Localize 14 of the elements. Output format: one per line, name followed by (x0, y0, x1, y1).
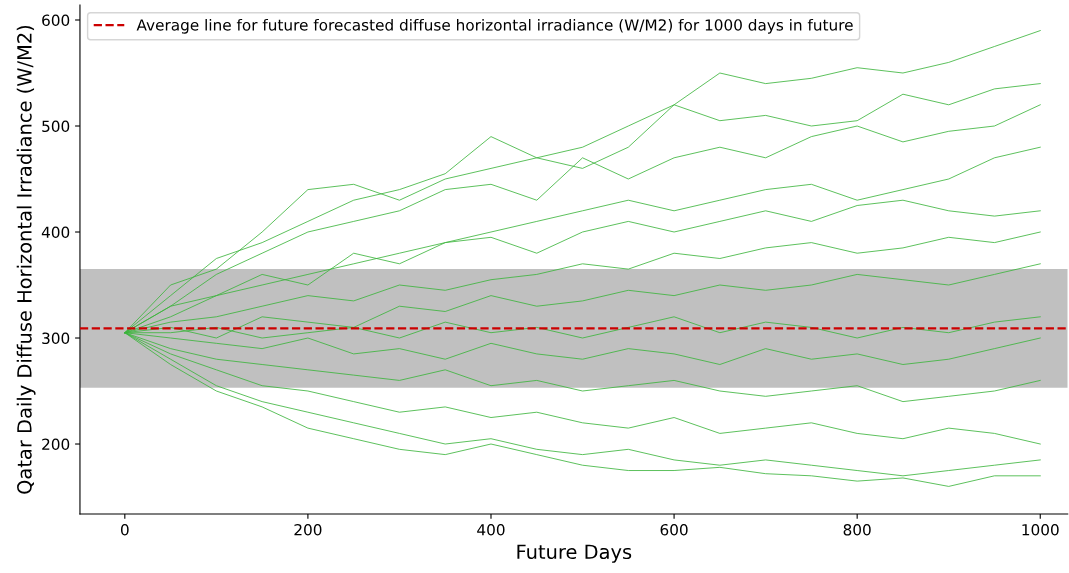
x-tick-label: 200 (294, 523, 322, 536)
y-tick-label: 200 (42, 438, 70, 451)
x-axis-title: Future Days (517, 544, 632, 563)
x-tick-label: 600 (660, 523, 688, 536)
x-tick-label: 800 (843, 523, 871, 536)
y-axis-title: Qatar Daily Diffuse Horizontal Irradiance (W/M2) (16, 25, 36, 494)
x-tick-label: 0 (120, 523, 129, 536)
legend-label: Average line for future forecasted diffuse horizontal irradiance (W/M2) for 1000 days in future (136, 18, 853, 34)
x-tick-label: 1000 (1022, 523, 1059, 536)
x-tick-label: 400 (477, 523, 505, 536)
y-tick-label: 500 (42, 120, 70, 133)
y-tick-label: 300 (42, 332, 70, 345)
y-tick-label: 400 (41, 226, 70, 239)
y-tick-label: 600 (42, 14, 70, 27)
